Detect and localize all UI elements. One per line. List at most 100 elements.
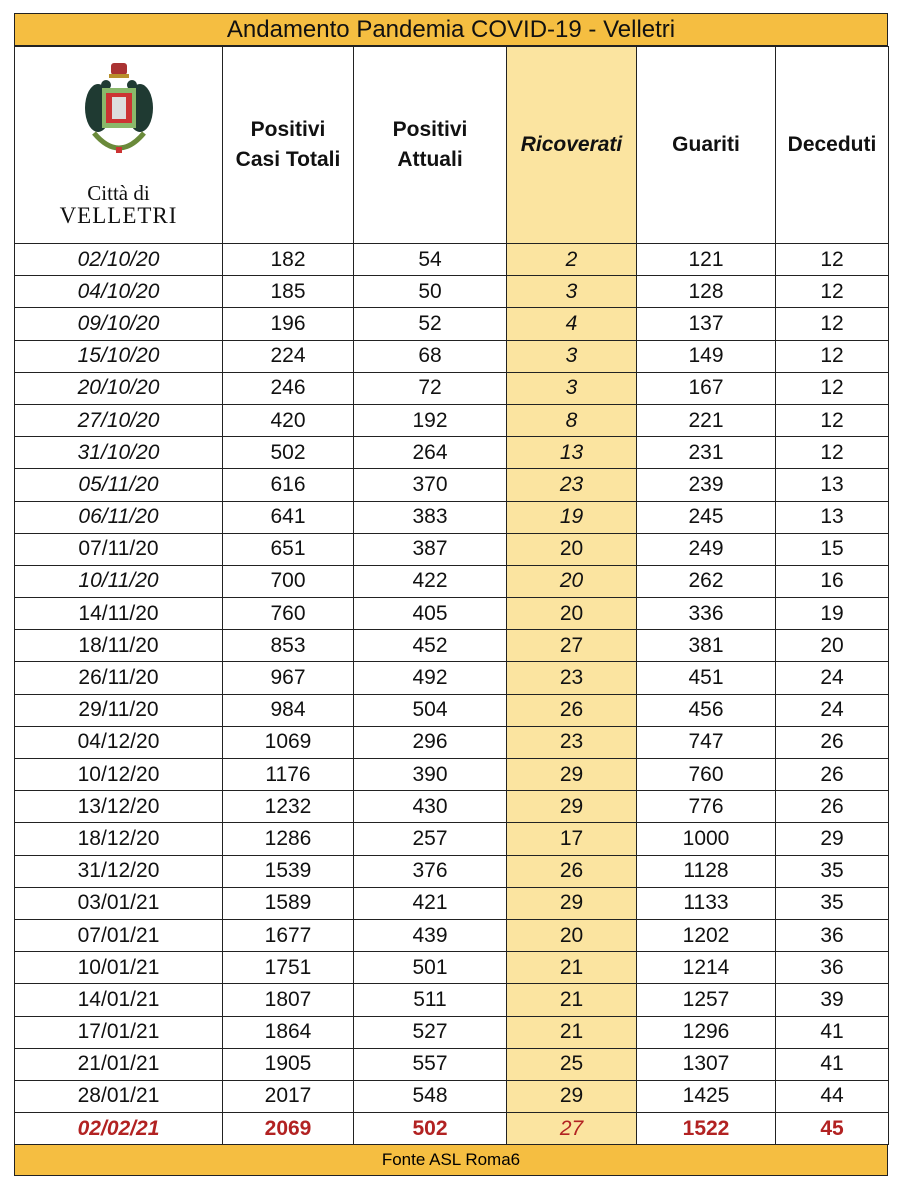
cell-positivi-attuali: 387: [353, 532, 507, 566]
table-row: 14/01/21 1807 511 21 1257 39: [14, 983, 889, 1017]
cell-positivi-attuali: 370: [353, 468, 507, 502]
cell-positivi-totali: 185: [222, 275, 354, 309]
cell-guariti: 1425: [636, 1079, 776, 1114]
cell-deceduti: 24: [775, 661, 889, 695]
cell-positivi-attuali: 548: [353, 1079, 507, 1114]
cell-positivi-totali: 1286: [222, 822, 354, 856]
cell-guariti: 245: [636, 500, 776, 534]
cell-date: 09/10/20: [14, 307, 223, 341]
table-row: 02/10/20 182 54 2 121 12: [14, 242, 889, 277]
table-title: Andamento Pandemia COVID-19 - Velletri: [14, 13, 888, 46]
cell-ricoverati: 2: [506, 242, 637, 277]
cell-positivi-attuali: 504: [353, 693, 507, 727]
cell-date: 20/10/20: [14, 371, 223, 405]
cell-guariti: 1202: [636, 918, 776, 953]
cell-positivi-totali: 1539: [222, 854, 354, 888]
table-row: 09/10/20 196 52 4 137 12: [14, 307, 889, 341]
header-positivi-totali: Positivi Casi Totali: [222, 46, 354, 244]
table-row: 17/01/21 1864 527 21 1296 41: [14, 1015, 889, 1049]
cell-positivi-totali: 1232: [222, 790, 354, 824]
cell-positivi-attuali: 527: [353, 1015, 507, 1049]
cell-positivi-attuali: 502: [353, 1112, 507, 1146]
cell-guariti: 231: [636, 436, 776, 470]
table-row: 05/11/20 616 370 23 239 13: [14, 468, 889, 502]
covid-table-sheet: Andamento Pandemia COVID-19 - Velletri: [14, 13, 889, 1177]
cell-deceduti: 12: [775, 403, 889, 438]
table-row: 21/01/21 1905 557 25 1307 41: [14, 1047, 889, 1081]
cell-ricoverati: 29: [506, 1079, 637, 1114]
cell-guariti: 262: [636, 564, 776, 599]
cell-positivi-attuali: 501: [353, 951, 507, 985]
logo-line1: Città di: [87, 180, 150, 205]
cell-positivi-totali: 700: [222, 564, 354, 599]
cell-ricoverati: 3: [506, 371, 637, 405]
cell-positivi-totali: 224: [222, 339, 354, 373]
cell-deceduti: 29: [775, 822, 889, 856]
cell-ricoverati: 3: [506, 339, 637, 373]
cell-guariti: 747: [636, 725, 776, 760]
cell-guariti: 167: [636, 371, 776, 405]
cell-positivi-totali: 1677: [222, 918, 354, 953]
table-row: 31/10/20 502 264 13 231 12: [14, 436, 889, 470]
cell-ricoverati: 23: [506, 725, 637, 760]
table-row: 10/11/20 700 422 20 262 16: [14, 564, 889, 599]
city-coat-of-arms-icon: [84, 62, 153, 153]
table-row: 04/10/20 185 50 3 128 12: [14, 275, 889, 309]
cell-deceduti: 44: [775, 1079, 889, 1114]
cell-positivi-totali: 196: [222, 307, 354, 341]
cell-deceduti: 24: [775, 693, 889, 727]
cell-guariti: 249: [636, 532, 776, 566]
source-footer: Fonte ASL Roma6: [14, 1145, 888, 1177]
cell-date: 02/10/20: [14, 242, 223, 277]
cell-date: 04/10/20: [14, 275, 223, 309]
cell-ricoverati: 20: [506, 532, 637, 566]
cell-date: 31/10/20: [14, 436, 223, 470]
cell-positivi-totali: 1589: [222, 886, 354, 920]
cell-ricoverati: 23: [506, 468, 637, 502]
cell-deceduti: 39: [775, 983, 889, 1017]
header-deceduti: Deceduti: [775, 46, 889, 244]
cell-guariti: 137: [636, 307, 776, 341]
cell-date: 07/11/20: [14, 532, 223, 566]
cell-positivi-totali: 616: [222, 468, 354, 502]
cell-deceduti: 16: [775, 564, 889, 599]
cell-positivi-totali: 967: [222, 661, 354, 695]
cell-guariti: 381: [636, 629, 776, 663]
cell-guariti: 221: [636, 403, 776, 438]
cell-positivi-attuali: 50: [353, 275, 507, 309]
cell-deceduti: 36: [775, 951, 889, 985]
cell-guariti: 1000: [636, 822, 776, 856]
cell-deceduti: 41: [775, 1047, 889, 1081]
cell-ricoverati: 26: [506, 693, 637, 727]
cell-positivi-attuali: 192: [353, 403, 507, 438]
cell-positivi-totali: 651: [222, 532, 354, 566]
cell-deceduti: 41: [775, 1015, 889, 1049]
cell-guariti: 1128: [636, 854, 776, 888]
cell-date: 15/10/20: [14, 339, 223, 373]
cell-deceduti: 26: [775, 790, 889, 824]
cell-date: 26/11/20: [14, 661, 223, 695]
table-row: 04/12/20 1069 296 23 747 26: [14, 725, 889, 760]
cell-positivi-attuali: 421: [353, 886, 507, 920]
cell-deceduti: 12: [775, 242, 889, 277]
cell-deceduti: 45: [775, 1112, 889, 1146]
cell-ricoverati: 21: [506, 983, 637, 1017]
cell-positivi-totali: 2017: [222, 1079, 354, 1114]
table-row: 20/10/20 246 72 3 167 12: [14, 371, 889, 405]
cell-guariti: 1522: [636, 1112, 776, 1146]
table-row: 29/11/20 984 504 26 456 24: [14, 693, 889, 727]
table-row: 10/01/21 1751 501 21 1214 36: [14, 951, 889, 985]
cell-ricoverati: 27: [506, 1112, 637, 1146]
cell-ricoverati: 27: [506, 629, 637, 663]
header-guariti: Guariti: [636, 46, 776, 244]
cell-positivi-attuali: 54: [353, 242, 507, 277]
cell-deceduti: 35: [775, 886, 889, 920]
cell-ricoverati: 13: [506, 436, 637, 470]
header-positivi-attuali: Positivi Attuali: [353, 46, 507, 244]
cell-date: 18/12/20: [14, 822, 223, 856]
table-row: 14/11/20 760 405 20 336 19: [14, 597, 889, 631]
cell-positivi-totali: 246: [222, 371, 354, 405]
cell-date: 18/11/20: [14, 629, 223, 663]
cell-guariti: 1133: [636, 886, 776, 920]
cell-guariti: 128: [636, 275, 776, 309]
